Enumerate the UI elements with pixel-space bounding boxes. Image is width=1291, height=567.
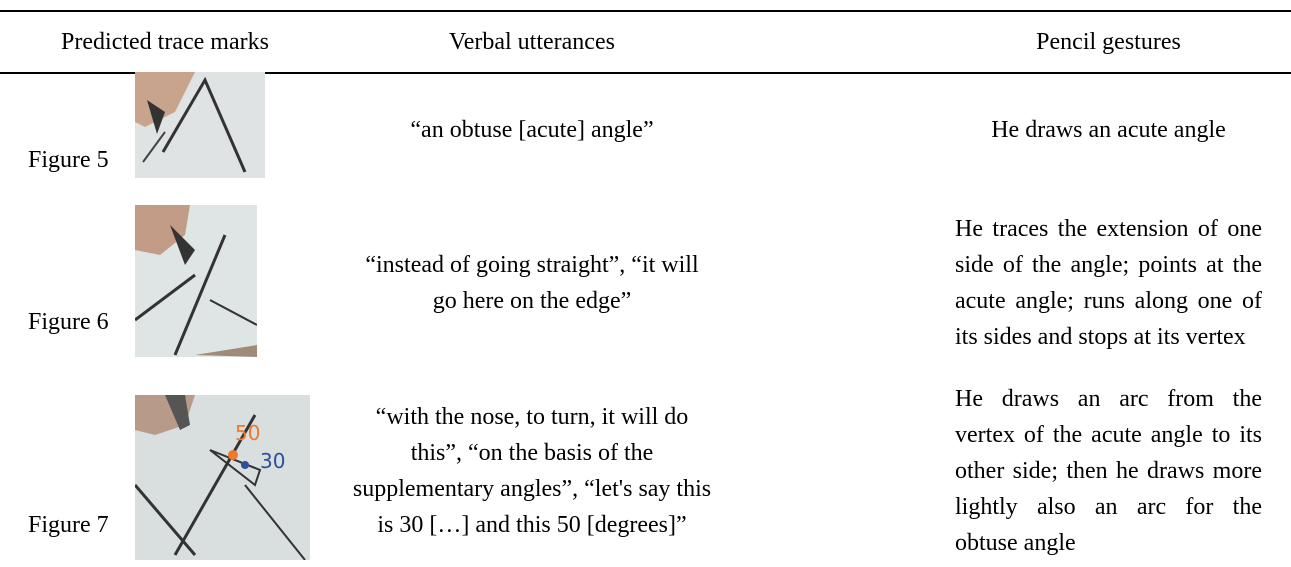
figure-label: Figure 7 bbox=[28, 512, 109, 538]
figure-photo bbox=[135, 72, 265, 178]
header-rule bbox=[0, 72, 1291, 74]
figure-photo: 50 30 bbox=[135, 395, 310, 560]
figure-label: Figure 5 bbox=[28, 147, 109, 173]
figure-photo bbox=[135, 205, 257, 357]
utterance: “an obtuse [acute] angle” bbox=[410, 117, 654, 143]
column-header: Verbal utterances bbox=[449, 29, 615, 55]
image-label: 50 bbox=[235, 421, 260, 445]
column-header: Predicted trace marks bbox=[61, 29, 269, 55]
column-header: Pencil gestures bbox=[1036, 29, 1181, 55]
utterance: “with the nose, to turn, it will do this… bbox=[352, 404, 712, 538]
image-label: 30 bbox=[260, 449, 285, 473]
utterance: “instead of going straight”, “it will go… bbox=[365, 251, 699, 314]
gesture: He draws an acute angle bbox=[991, 117, 1226, 143]
gesture: He traces the extension of one side of t… bbox=[955, 215, 1262, 350]
gesture: He draws an arc from the vertex of the a… bbox=[955, 386, 1262, 556]
figure-label: Figure 6 bbox=[28, 309, 109, 335]
top-rule bbox=[0, 10, 1291, 12]
